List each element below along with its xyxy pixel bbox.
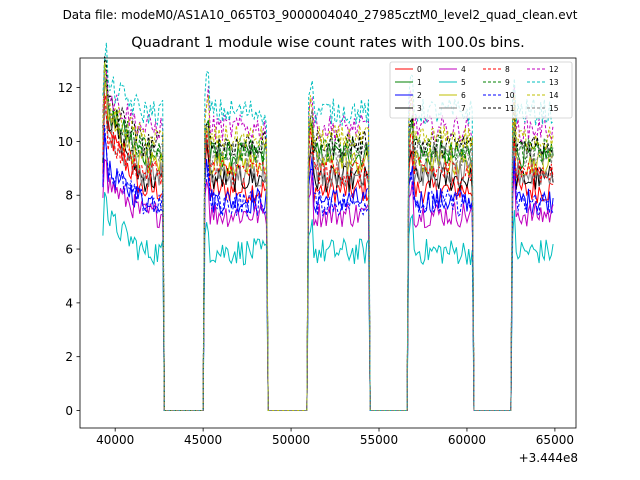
legend-label-13: 13 (549, 78, 559, 87)
legend-label-2: 2 (417, 91, 422, 100)
series-line-15 (102, 77, 554, 411)
legend-label-7: 7 (461, 104, 466, 113)
legend-label-3: 3 (417, 104, 422, 113)
legend-label-10: 10 (505, 91, 515, 100)
legend-label-1: 1 (417, 78, 422, 87)
y-tick-label: 4 (65, 296, 73, 310)
x-tick-label: 55000 (360, 433, 398, 447)
x-tick-label: 50000 (272, 433, 310, 447)
axes-frame (79, 57, 577, 429)
legend-label-5: 5 (461, 78, 466, 87)
y-tick-label: 12 (58, 81, 73, 95)
y-tick-label: 8 (65, 189, 73, 203)
legend-box (389, 61, 573, 119)
legend-label-4: 4 (461, 65, 466, 74)
y-tick-label: 6 (65, 243, 73, 257)
figure-title: Data file: modeM0/AS1A10_065T03_90000040… (62, 8, 578, 22)
legend-label-0: 0 (417, 65, 422, 74)
x-tick-label: 65000 (536, 433, 574, 447)
series-layer (102, 42, 554, 411)
legend-label-6: 6 (461, 91, 466, 100)
x-offset-label: +3.444e8 (518, 451, 578, 465)
y-tick-label: 10 (58, 135, 73, 149)
legend-label-8: 8 (505, 65, 510, 74)
legend-label-15: 15 (549, 104, 559, 113)
x-tick-label: 40000 (96, 433, 134, 447)
legend-label-11: 11 (505, 104, 515, 113)
x-tick-label: 60000 (448, 433, 486, 447)
x-tick-label: 45000 (184, 433, 222, 447)
legend-label-14: 14 (549, 91, 559, 100)
legend-label-12: 12 (549, 65, 559, 74)
legend-label-9: 9 (505, 78, 510, 87)
y-tick-label: 2 (65, 350, 73, 364)
y-tick-label: 0 (65, 404, 73, 418)
chart-title: Quadrant 1 module wise count rates with … (131, 35, 525, 51)
